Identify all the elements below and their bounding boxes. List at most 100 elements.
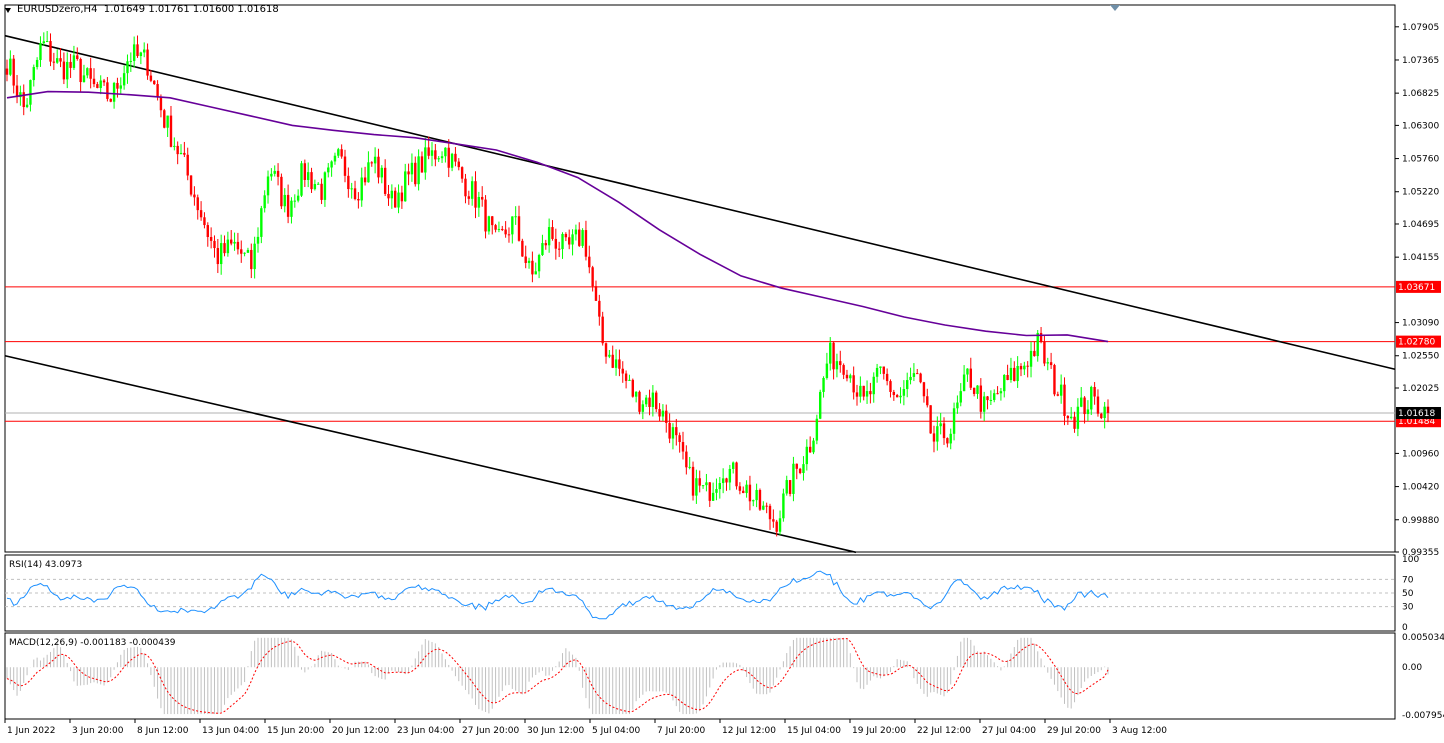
bear-candle: [213, 240, 216, 249]
bull-candle: [243, 252, 246, 254]
bull-candle: [266, 176, 270, 196]
bear-candle: [230, 239, 233, 244]
bull-candle: [330, 161, 333, 168]
ohlc-values: 1.01649 1.01761 1.01600 1.01618: [103, 4, 279, 15]
bear-candle: [427, 147, 430, 156]
bear-candle: [808, 446, 812, 453]
bull-candle: [179, 152, 183, 155]
bull-candle: [290, 200, 293, 217]
bull-candle: [574, 229, 578, 235]
bull-candle: [112, 82, 116, 102]
bear-candle: [1019, 366, 1023, 370]
rsi-label: RSI(14) 43.0973: [9, 560, 82, 570]
bull-candle: [571, 234, 574, 245]
bull-candle: [19, 92, 22, 98]
bear-candle: [149, 75, 153, 81]
bear-candle: [186, 154, 189, 176]
bull-candle: [470, 181, 474, 199]
bear-candle: [474, 181, 477, 208]
bear-candle: [691, 466, 695, 496]
bear-candle: [460, 167, 464, 179]
bull-candle: [541, 243, 544, 256]
bear-candle: [531, 260, 534, 275]
bull-candle: [397, 192, 400, 208]
bull-candle: [72, 55, 76, 68]
bull-candle: [32, 67, 35, 81]
level-price-tag: [1396, 335, 1441, 348]
chart-menu-arrow-icon[interactable]: [5, 8, 11, 13]
bear-candle: [919, 373, 922, 383]
bull-candle: [701, 485, 705, 487]
bear-candle: [240, 249, 243, 254]
bull-candle: [641, 404, 645, 412]
bear-candle: [457, 161, 460, 168]
bull-candle: [966, 368, 969, 375]
bull-candle: [547, 227, 551, 246]
bear-candle: [1033, 350, 1036, 357]
bear-candle: [618, 359, 621, 369]
bear-candle: [447, 147, 450, 168]
bull-candle: [718, 483, 722, 490]
bull-candle: [166, 115, 169, 128]
time-tick-label: 20 Jun 12:00: [332, 726, 389, 736]
rsi-tick-label: 70: [1402, 575, 1414, 585]
bear-candle: [979, 385, 983, 412]
bear-candle: [1026, 365, 1029, 367]
bear-candle: [189, 175, 193, 195]
bear-candle: [1049, 362, 1053, 366]
bear-candle: [357, 198, 360, 201]
bull-candle: [126, 61, 129, 74]
bull-candle: [792, 463, 795, 494]
bear-candle: [92, 78, 96, 85]
bull-candle: [949, 433, 952, 444]
bear-candle: [1100, 413, 1103, 419]
bear-candle: [62, 61, 66, 80]
chart-header: EURUSDzero,H4 1.01649 1.01761 1.01600 1.…: [17, 4, 279, 15]
bear-candle: [588, 256, 591, 268]
bear-candle: [79, 59, 82, 83]
rsi-pane-frame: [4, 554, 1396, 632]
bull-candle: [450, 153, 454, 168]
time-tick-label: 19 Jul 20:00: [852, 726, 906, 736]
bear-candle: [501, 228, 504, 230]
bear-candle: [494, 225, 497, 230]
bull-candle: [497, 228, 501, 230]
bear-candle: [788, 480, 792, 494]
bear-candle: [169, 115, 173, 147]
moving-average-line: [6, 90, 1109, 343]
bear-candle: [594, 286, 598, 301]
macd-signal-line: [6, 638, 1109, 714]
bear-candle: [742, 490, 745, 494]
bear-candle: [209, 236, 213, 241]
bear-candle: [882, 366, 885, 374]
bull-candle: [936, 426, 939, 442]
bear-candle: [521, 240, 524, 257]
bull-candle: [410, 162, 414, 175]
price-tick-label: 1.05760: [1402, 155, 1439, 165]
bull-candle: [819, 391, 822, 419]
bear-candle: [467, 196, 471, 199]
bear-candle: [798, 468, 802, 474]
bear-candle: [454, 153, 457, 162]
bear-candle: [1066, 415, 1070, 419]
bull-candle: [721, 478, 725, 484]
bull-candle: [35, 59, 39, 68]
bear-candle: [196, 197, 199, 211]
bear-candle: [206, 225, 209, 237]
bear-candle: [678, 435, 681, 443]
bull-candle: [872, 376, 875, 395]
bull-candle: [263, 195, 266, 209]
time-tick-label: 27 Jun 20:00: [462, 726, 519, 736]
bull-candle: [849, 375, 852, 379]
bull-candle: [430, 150, 434, 156]
price-tick-label: 1.03090: [1402, 319, 1439, 329]
bull-candle: [317, 183, 320, 185]
bear-candle: [507, 234, 511, 236]
chart-shift-marker-icon[interactable]: [1110, 5, 1120, 11]
macd-tick-label: 0.00: [1402, 663, 1422, 673]
bull-candle: [778, 518, 782, 532]
bull-candle: [132, 44, 136, 61]
bull-candle: [86, 68, 89, 76]
bear-candle: [584, 230, 588, 257]
